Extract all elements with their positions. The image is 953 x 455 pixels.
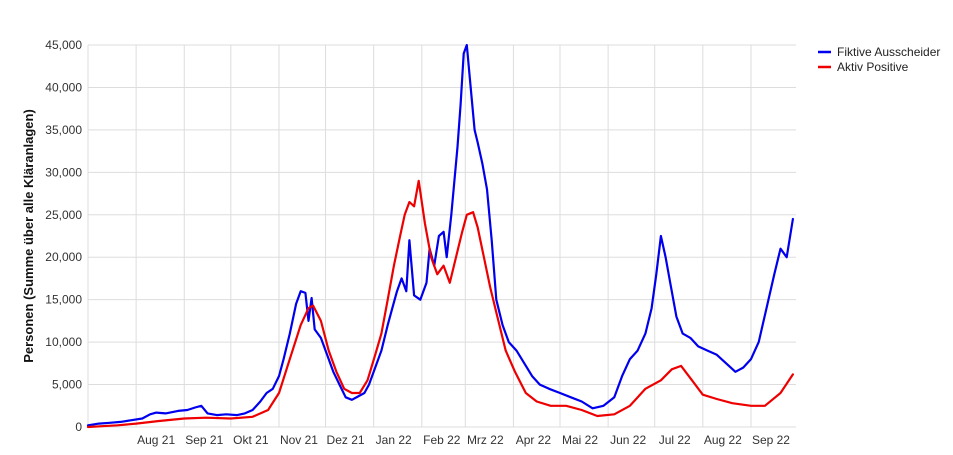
y-axis: 0 5,000 10,000 15,000 20,000 25,000 30,000 35,0… bbox=[45, 38, 82, 434]
x-tick-label: Jan 22 bbox=[376, 433, 412, 447]
legend-label: Fiktive Ausscheider bbox=[837, 45, 940, 59]
y-tick-label: 10,000 bbox=[45, 335, 82, 349]
x-tick-label: Sep 21 bbox=[185, 433, 223, 447]
x-tick-label: Okt 21 bbox=[233, 433, 269, 447]
y-tick-label: 0 bbox=[75, 420, 82, 434]
legend-item[interactable]: Aktiv Positive bbox=[818, 60, 909, 74]
y-axis-title: Personen (Summe über alle Kläranlagen) bbox=[21, 109, 36, 363]
grid bbox=[87, 44, 796, 428]
x-tick-label: Mai 22 bbox=[562, 433, 598, 447]
x-tick-label: Aug 21 bbox=[137, 433, 175, 447]
y-tick-label: 45,000 bbox=[45, 38, 82, 52]
series-line-fiktive-ausscheider bbox=[86, 43, 794, 427]
y-tick-label: 15,000 bbox=[45, 293, 82, 307]
legend-label: Aktiv Positive bbox=[837, 60, 909, 74]
y-tick-label: 25,000 bbox=[45, 208, 82, 222]
x-tick-label: Feb 22 bbox=[423, 433, 461, 447]
y-tick-label: 40,000 bbox=[45, 80, 82, 94]
x-tick-label: Jul 22 bbox=[659, 433, 691, 447]
series-group bbox=[86, 43, 794, 429]
y-tick-label: 30,000 bbox=[45, 165, 82, 179]
x-tick-label: Dez 21 bbox=[327, 433, 365, 447]
series-line-aktiv-positive bbox=[86, 179, 794, 429]
x-axis: Aug 21 Sep 21 Okt 21 Nov 21 Dez 21 Jan 22 Feb … bbox=[137, 433, 790, 447]
x-tick-label: Nov 21 bbox=[280, 433, 318, 447]
x-tick-label: Apr 22 bbox=[516, 433, 552, 447]
y-tick-label: 5,000 bbox=[52, 378, 82, 392]
legend-item[interactable]: Fiktive Ausscheider bbox=[818, 45, 940, 59]
x-tick-label: Sep 22 bbox=[752, 433, 790, 447]
x-tick-label: Mrz 22 bbox=[467, 433, 504, 447]
x-tick-label: Jun 22 bbox=[610, 433, 646, 447]
y-tick-label: 20,000 bbox=[45, 250, 82, 264]
y-tick-label: 35,000 bbox=[45, 123, 82, 137]
x-tick-label: Aug 22 bbox=[704, 433, 742, 447]
